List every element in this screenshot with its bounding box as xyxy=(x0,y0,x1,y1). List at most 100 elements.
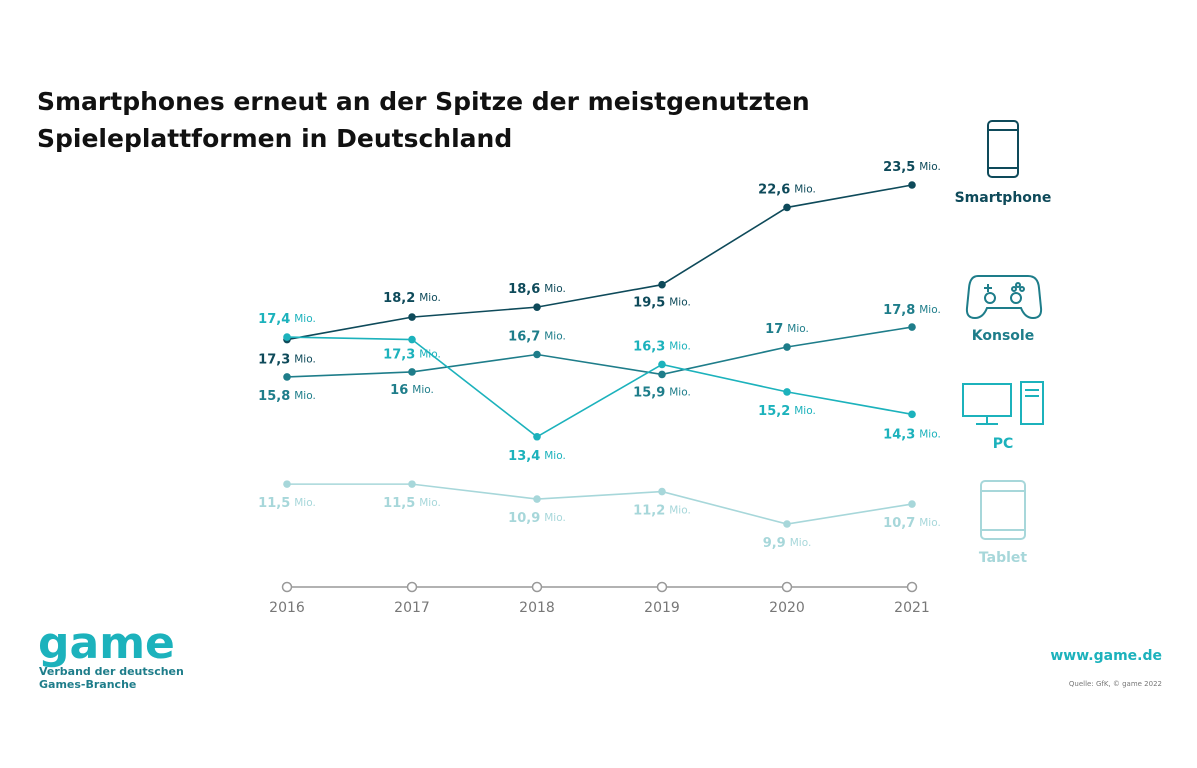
value-number: 14,3 xyxy=(883,427,915,442)
value-label: 17,8 Mio. xyxy=(883,303,941,318)
value-number: 23,5 xyxy=(883,160,915,175)
value-unit: Mio. xyxy=(919,161,941,173)
website: www.game.de xyxy=(1050,648,1162,664)
logo-subtitle: Verband der deutschen xyxy=(39,665,184,678)
value-unit: Mio. xyxy=(669,386,691,398)
point xyxy=(908,181,916,189)
line xyxy=(287,483,913,525)
value-label: 13,4 Mio. xyxy=(508,448,566,463)
x-tick xyxy=(781,581,793,593)
value-number: 11,5 xyxy=(383,496,415,511)
value-number: 17,3 xyxy=(258,352,290,367)
value-number: 17,4 xyxy=(258,312,290,327)
value-unit: Mio. xyxy=(419,497,441,509)
smartphone-icon xyxy=(987,120,1019,178)
legend-label: Konsole xyxy=(972,328,1034,344)
x-tick xyxy=(531,581,543,593)
value-unit: Mio. xyxy=(919,517,941,529)
console-icon xyxy=(965,275,1043,320)
point xyxy=(283,373,291,381)
legend-label: PC xyxy=(993,436,1014,452)
point xyxy=(408,480,416,488)
value-label: 15,9 Mio. xyxy=(633,385,691,400)
value-number: 10,7 xyxy=(883,516,915,531)
value-label: 11,5 Mio. xyxy=(258,496,316,511)
value-number: 10,9 xyxy=(508,511,540,526)
value-unit: Mio. xyxy=(669,505,691,517)
value-label: 16,3 Mio. xyxy=(633,339,691,354)
x-tick xyxy=(281,581,293,593)
x-tick-label: 2019 xyxy=(644,600,680,616)
point xyxy=(658,370,666,379)
point xyxy=(533,495,541,503)
value-label: 22,6 Mio. xyxy=(758,182,816,197)
point xyxy=(533,350,541,359)
value-number: 19,5 xyxy=(633,295,665,310)
x-tick-label: 2020 xyxy=(769,600,805,616)
line xyxy=(286,336,913,438)
value-label: 10,9 Mio. xyxy=(508,511,566,526)
value-label: 16,7 Mio. xyxy=(508,329,566,344)
x-tick-label: 2021 xyxy=(894,600,930,616)
point xyxy=(408,335,416,344)
point xyxy=(533,303,541,311)
value-unit: Mio. xyxy=(787,323,809,335)
value-label: 18,2 Mio. xyxy=(383,291,441,306)
value-number: 16,7 xyxy=(508,329,540,344)
value-unit: Mio. xyxy=(544,450,566,462)
value-label: 17,4 Mio. xyxy=(258,312,316,327)
value-number: 16,3 xyxy=(633,339,665,354)
value-number: 11,2 xyxy=(633,503,665,518)
logo: game xyxy=(38,618,175,669)
pc-icon xyxy=(962,381,1044,425)
value-label: 9,9 Mio. xyxy=(763,536,812,551)
chart-title: Spieleplattformen in Deutschland xyxy=(37,124,512,153)
value-number: 11,5 xyxy=(258,496,290,511)
point xyxy=(658,487,666,496)
value-number: 17 xyxy=(765,322,783,337)
value-unit: Mio. xyxy=(919,428,941,440)
value-number: 15,2 xyxy=(758,403,790,418)
value-label: 14,3 Mio. xyxy=(883,427,941,442)
value-unit: Mio. xyxy=(294,354,316,366)
point xyxy=(408,368,416,376)
value-label: 16 Mio. xyxy=(390,382,434,397)
value-label: 10,7 Mio. xyxy=(883,516,941,531)
value-label: 11,5 Mio. xyxy=(383,496,441,511)
value-unit: Mio. xyxy=(794,405,816,417)
value-label: 17 Mio. xyxy=(765,322,809,337)
x-tick xyxy=(906,581,918,593)
point xyxy=(783,388,791,396)
value-unit: Mio. xyxy=(919,304,941,316)
value-label: 23,5 Mio. xyxy=(883,160,941,175)
x-tick-label: 2018 xyxy=(519,600,555,616)
value-unit: Mio. xyxy=(294,313,316,325)
value-unit: Mio. xyxy=(790,537,812,549)
value-number: 9,9 xyxy=(763,536,786,551)
value-label: 15,8 Mio. xyxy=(258,388,316,403)
value-number: 18,6 xyxy=(508,282,540,297)
legend-label: Tablet xyxy=(979,550,1028,566)
point xyxy=(408,313,416,321)
value-unit: Mio. xyxy=(419,349,441,361)
value-label: 15,2 Mio. xyxy=(758,403,816,418)
value-unit: Mio. xyxy=(412,384,434,396)
point xyxy=(533,432,541,441)
point xyxy=(783,520,791,528)
point xyxy=(783,343,791,351)
chart-title: Smartphones erneut an der Spitze der mei… xyxy=(37,87,810,116)
point xyxy=(283,480,291,488)
point xyxy=(908,500,916,508)
value-number: 17,8 xyxy=(883,303,915,318)
line xyxy=(286,326,913,378)
value-unit: Mio. xyxy=(794,183,816,195)
value-unit: Mio. xyxy=(544,512,566,524)
value-unit: Mio. xyxy=(669,340,691,352)
point xyxy=(658,280,666,289)
value-number: 22,6 xyxy=(758,182,790,197)
x-tick-label: 2017 xyxy=(394,600,430,616)
value-unit: Mio. xyxy=(544,283,566,295)
value-label: 17,3 Mio. xyxy=(258,352,316,367)
value-label: 17,3 Mio. xyxy=(383,347,441,362)
